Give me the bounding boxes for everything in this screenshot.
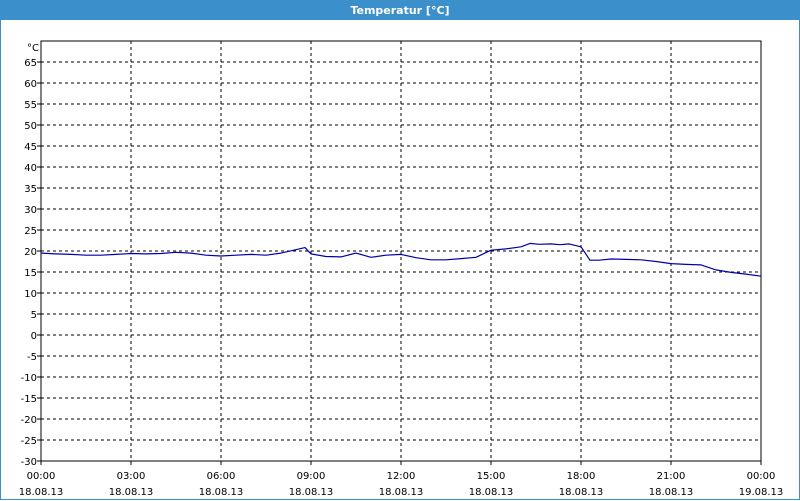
y-tick-label: -10 [21,373,37,384]
y-tick-label: 30 [24,205,37,216]
x-tick-time-label: 00:00 [27,471,56,482]
x-tick-time-label: 00:00 [747,471,776,482]
y-tick-label: -5 [27,352,37,363]
y-tick-label: 40 [24,163,37,174]
y-tick-label: -15 [21,394,37,405]
x-tick-date-label: 18.08.13 [559,487,604,498]
y-tick-label: 5 [31,310,37,321]
y-tick-label: -20 [21,415,37,426]
x-tick-time-label: 03:00 [117,471,146,482]
x-tick-date-label: 18.08.13 [109,487,154,498]
x-tick-time-label: 15:00 [477,471,506,482]
x-tick-time-label: 18:00 [567,471,596,482]
y-tick-label: 10 [24,289,37,300]
x-tick-date-label: 18.08.13 [19,487,64,498]
data-series [40,242,762,277]
temperature-series-line [40,242,762,277]
y-tick-label: 45 [24,142,37,153]
y-tick-label: 25 [24,226,37,237]
y-axis-ticks: 65605550454035302520151050-5-10-15-20-25… [21,58,41,468]
y-tick-label: 65 [24,58,37,69]
y-tick-label: 35 [24,184,37,195]
x-tick-time-label: 06:00 [207,471,236,482]
y-tick-label: 60 [24,79,37,90]
x-tick-date-label: 18.08.13 [289,487,334,498]
x-tick-date-label: 18.08.13 [649,487,694,498]
y-axis-label: °C [27,43,39,54]
y-tick-label: 50 [24,121,37,132]
y-tick-label: -30 [21,457,37,468]
y-tick-label: 55 [24,100,37,111]
window-title: Temperatur [°C] [1,1,799,20]
x-tick-time-label: 09:00 [297,471,326,482]
x-tick-time-label: 12:00 [387,471,416,482]
x-tick-date-label: 18.08.13 [469,487,514,498]
y-tick-label: 20 [24,247,37,258]
x-tick-date-label: 18.08.13 [199,487,244,498]
x-tick-time-label: 21:00 [657,471,686,482]
x-tick-date-label: 19.08.13 [739,487,784,498]
x-tick-date-label: 18.08.13 [379,487,424,498]
x-axis-ticks: 00:00 18.08.13 03:00 18.08.13 06:00 18.08.13 0… [19,461,784,498]
y-tick-label: 15 [24,268,37,279]
y-tick-label: 0 [31,331,37,342]
grid-lines [41,41,761,461]
y-tick-label: -25 [21,436,37,447]
